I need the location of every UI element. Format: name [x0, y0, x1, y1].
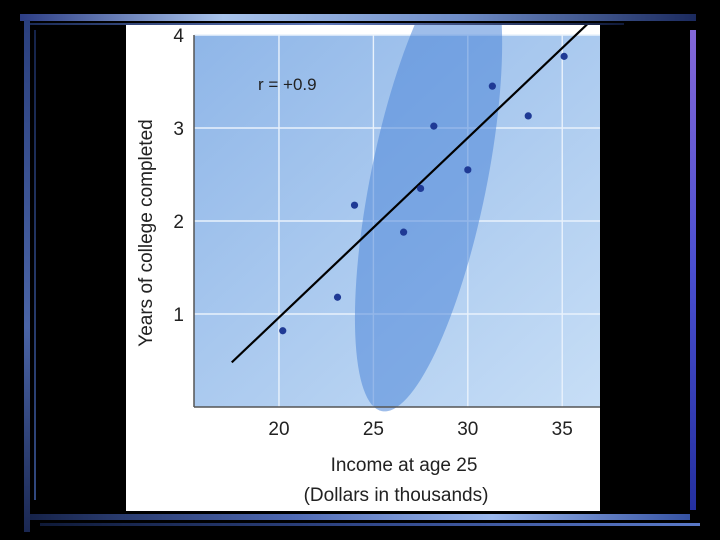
data-point — [560, 52, 568, 60]
correlation-ellipse — [354, 25, 503, 412]
x-tick-label: 35 — [552, 419, 573, 440]
x-tick-label: 30 — [457, 419, 478, 440]
x-axis-title: Income at age 25 — [331, 455, 478, 476]
data-point — [430, 122, 438, 130]
y-tick-label: 2 — [173, 212, 184, 233]
x-tick-label: 20 — [268, 419, 289, 440]
frame-bar-top — [20, 14, 696, 21]
frame-bar-left — [24, 20, 30, 532]
scatter-chart: 20 25 30 35 1 2 3 4 r = +0.9 Income at age 25 (… — [136, 25, 600, 506]
data-point — [417, 184, 425, 193]
tick-labels: 20 25 30 35 1 2 3 4 — [173, 26, 572, 440]
data-point — [488, 82, 496, 90]
x-tick-label: 25 — [363, 419, 384, 440]
data-point — [400, 228, 408, 236]
y-tick-label: 3 — [173, 119, 184, 140]
x-axis-subtitle: (Dollars in thousands) — [304, 485, 489, 506]
frame-bar-bottom-thin — [40, 523, 700, 526]
y-axis-title: Years of college completed — [136, 119, 157, 346]
regression-line — [231, 25, 589, 364]
data-point — [350, 201, 359, 209]
correlation-annotation: r = +0.9 — [258, 75, 317, 94]
frame-bar-left-thin — [34, 30, 36, 500]
data-point — [279, 327, 287, 335]
data-points — [279, 52, 568, 335]
data-point — [333, 293, 342, 301]
frame-bar-right — [690, 30, 696, 510]
data-point — [524, 112, 532, 120]
y-tick-label: 1 — [173, 305, 184, 326]
y-tick-label: 4 — [173, 26, 184, 47]
frame-bar-bottom — [30, 514, 690, 520]
data-point — [464, 166, 472, 174]
frame-bar-top-thin — [24, 23, 624, 25]
